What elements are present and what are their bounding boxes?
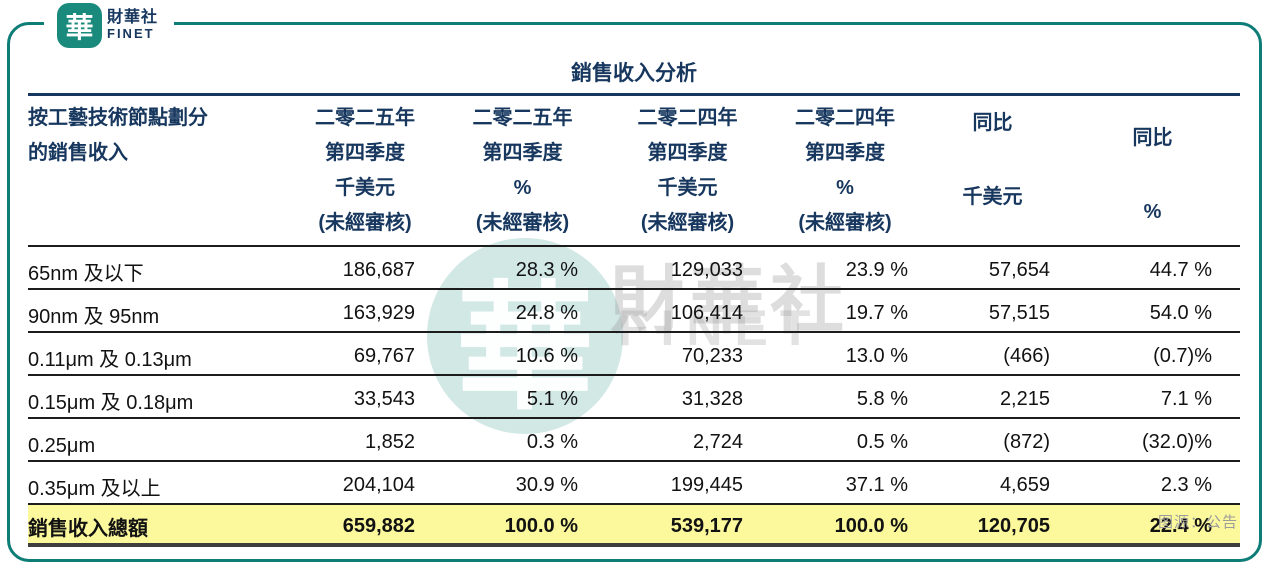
brand-logo-text: 財華社 FINET [107,9,159,41]
cell-2025q4-usd: 204,104 [290,461,440,505]
table-row: 0.11μm 及 0.13μm 69,767 10.6 % 70,233 13.… [28,332,1240,376]
cell-2024q4-pct: 5.8 % [770,375,920,419]
table-row: 0.15μm 及 0.18μm 33,543 5.1 % 31,328 5.8 … [28,375,1240,419]
header-line: (未經審核) [640,212,735,234]
row-label: 0.11μm 及 0.13μm [28,332,290,376]
cell-2024q4-usd: 106,414 [605,289,770,333]
row-label: 65nm 及以下 [28,246,290,290]
cell-yoy-pct: 2.3 % [1065,461,1240,505]
header-line: (未經審核) [798,212,892,234]
header-line: 二零二五年 [315,107,415,129]
header-line: 二零二四年 [637,107,738,129]
col-header-2025q4-pct: 二零二五年 第四季度 % (未經審核) [440,97,605,247]
cell-2025q4-pct: 30.9 % [440,461,605,505]
cell-2024q4-pct: 0.5 % [770,418,920,462]
cell-yoy-pct: (32.0)% [1065,418,1240,462]
table-row: 0.25μm 1,852 0.3 % 2,724 0.5 % (872) (32… [28,418,1240,462]
row-label: 0.35μm 及以上 [28,461,290,505]
cell-2024q4-usd: 70,233 [605,332,770,376]
header-line: (未經審核) [475,212,570,234]
header-line: 第四季度 [325,142,405,164]
header-line: 同比 [972,112,1013,134]
total-label: 銷售收入總額 [28,504,290,547]
header-line: 同比 [1132,127,1173,149]
brand-name-zh: 財華社 [107,9,159,26]
cell-yoy-usd: 4,659 [920,461,1065,505]
cell-2025q4-usd: 163,929 [290,289,440,333]
col-header-2024q4-pct: 二零二四年 第四季度 % (未經審核) [770,97,920,247]
cell-2024q4-pct: 37.1 % [770,461,920,505]
header-line: 二零二五年 [472,107,573,129]
title-divider [28,93,1240,96]
cell-2024q4-usd: 199,445 [605,461,770,505]
cell-yoy-usd: 2,215 [920,375,1065,419]
brand-logo-icon: 華 [57,3,102,48]
cell-yoy-usd: 57,654 [920,246,1065,290]
table-row: 65nm 及以下 186,687 28.3 % 129,033 23.9 % 5… [28,246,1240,290]
page-border-frame [7,22,1262,562]
cell-2025q4-pct: 28.3 % [440,246,605,290]
table-row: 90nm 及 95nm 163,929 24.8 % 106,414 19.7 … [28,289,1240,333]
col-header-2025q4-usd: 二零二五年 第四季度 千美元 (未經審核) [290,97,440,247]
header-line: 按工藝技術節點劃分 [28,107,208,129]
total-2024q4-usd: 539,177 [605,504,770,547]
header-row: 按工藝技術節點劃分 的銷售收入 二零二五年 第四季度 千美元 (未經審核) 二零… [28,97,1240,247]
cell-2024q4-pct: 13.0 % [770,332,920,376]
header-line: 第四季度 [647,142,728,164]
cell-yoy-usd: (872) [920,418,1065,462]
cell-yoy-pct: 44.7 % [1065,246,1240,290]
cell-2025q4-usd: 1,852 [290,418,440,462]
header-line: % [1143,201,1162,223]
row-label: 0.15μm 及 0.18μm [28,375,290,419]
cell-yoy-usd: 57,515 [920,289,1065,333]
header-line: % [836,177,854,199]
row-label: 90nm 及 95nm [28,289,290,333]
col-header-2024q4-usd: 二零二四年 第四季度 千美元 (未經審核) [605,97,770,247]
brand-logo-glyph: 華 [65,11,94,43]
cell-2024q4-usd: 129,033 [605,246,770,290]
cell-2025q4-usd: 186,687 [290,246,440,290]
table-row: 0.35μm 及以上 204,104 30.9 % 199,445 37.1 %… [28,461,1240,505]
cell-2024q4-pct: 23.9 % [770,246,920,290]
header-line: (未經審核) [318,212,412,234]
col-header-yoy-pct: 同比 % [1065,97,1240,247]
total-yoy-pct: 22.4 % [1065,504,1240,547]
header-line: 第四季度 [805,142,885,164]
header-line: % [513,177,532,199]
total-2024q4-pct: 100.0 % [770,504,920,547]
cell-2025q4-pct: 24.8 % [440,289,605,333]
cell-2024q4-pct: 19.7 % [770,289,920,333]
total-2025q4-usd: 659,882 [290,504,440,547]
col-header-process-node: 按工藝技術節點劃分 的銷售收入 [28,97,290,247]
cell-2024q4-usd: 31,328 [605,375,770,419]
header-line: 千美元 [962,186,1023,208]
cell-2025q4-usd: 69,767 [290,332,440,376]
cell-2025q4-pct: 10.6 % [440,332,605,376]
header-line: 千美元 [657,177,718,199]
cell-yoy-pct: 7.1 % [1065,375,1240,419]
cell-2024q4-usd: 2,724 [605,418,770,462]
table-title: 銷售收入分析 [571,62,697,85]
cell-2025q4-pct: 0.3 % [440,418,605,462]
total-2025q4-pct: 100.0 % [440,504,605,547]
cell-2025q4-usd: 33,543 [290,375,440,419]
cell-yoy-usd: (466) [920,332,1065,376]
row-label: 0.25μm [28,418,290,462]
source-note: 图源：公告 [1157,514,1238,531]
total-yoy-usd: 120,705 [920,504,1065,547]
col-header-yoy-usd: 同比 千美元 [920,97,1065,247]
header-line: 千美元 [335,177,395,199]
revenue-table: 按工藝技術節點劃分 的銷售收入 二零二五年 第四季度 千美元 (未經審核) 二零… [28,97,1240,547]
header-line: 第四季度 [482,142,563,164]
header-line: 的銷售收入 [28,142,128,164]
cell-yoy-pct: (0.7)% [1065,332,1240,376]
cell-2025q4-pct: 5.1 % [440,375,605,419]
total-row: 銷售收入總額 659,882 100.0 % 539,177 100.0 % 1… [28,504,1240,547]
header-line: 二零二四年 [795,107,895,129]
brand-name-en: FINET [107,25,155,41]
cell-yoy-pct: 54.0 % [1065,289,1240,333]
